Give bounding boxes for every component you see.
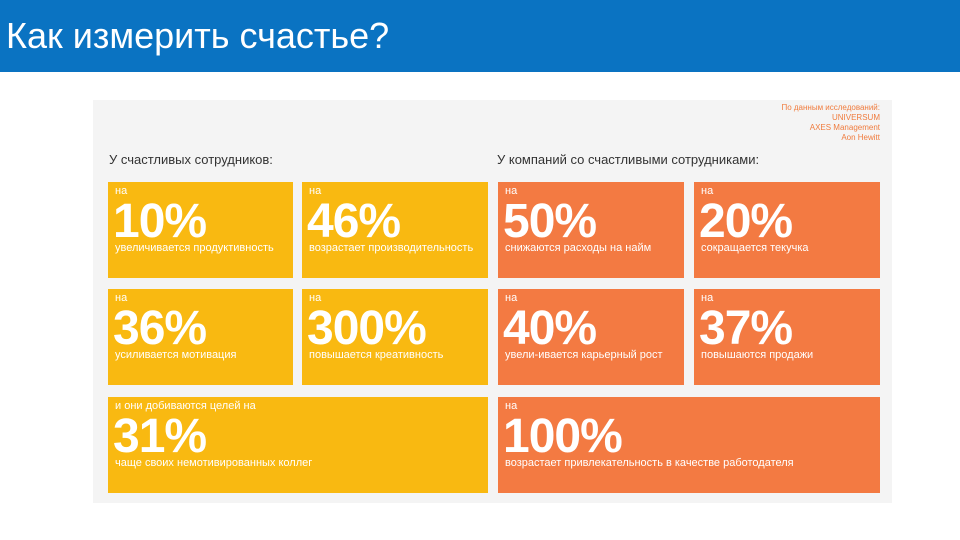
tile-description: увели-ивается карьерный рост bbox=[505, 349, 663, 361]
tile-percent: 20% bbox=[699, 195, 793, 248]
tile-prefix: на bbox=[505, 185, 518, 197]
stat-tile-hiring-costs: на 50% снижаются расходы на найм bbox=[498, 182, 684, 278]
tile-percent: 100% bbox=[503, 410, 623, 463]
tile-description: сокращается текучка bbox=[701, 242, 809, 254]
stat-tile-performance: на 46% возрастает производительность bbox=[302, 182, 488, 278]
tile-description: повышаются продажи bbox=[701, 349, 814, 361]
tile-percent: 10% bbox=[113, 195, 207, 248]
left-section-heading: У счастливых сотрудников: bbox=[109, 152, 273, 167]
tile-prefix: на bbox=[309, 185, 322, 197]
tile-percent: 40% bbox=[503, 302, 597, 355]
tile-percent: 50% bbox=[503, 195, 597, 248]
source-line: Aon Hewitt bbox=[841, 133, 880, 142]
stat-tile-sales: на 37% повышаются продажи bbox=[694, 289, 880, 385]
tile-percent: 46% bbox=[307, 195, 401, 248]
tile-prefix: на bbox=[701, 185, 714, 197]
tile-description: усиливается мотивация bbox=[115, 349, 237, 361]
right-section-heading: У компаний со счастливыми сотрудниками: bbox=[497, 152, 760, 167]
tile-prefix: на bbox=[505, 400, 518, 412]
tile-percent: 37% bbox=[699, 302, 793, 355]
tile-description: возрастает привлекательность в качестве … bbox=[505, 457, 794, 469]
source-note: По данным исследований: UNIVERSUM AXES M… bbox=[781, 103, 880, 143]
stat-tile-creativity: на 300% повышается креативность bbox=[302, 289, 488, 385]
tile-percent: 36% bbox=[113, 302, 207, 355]
tile-prefix: на bbox=[309, 292, 322, 304]
source-label: По данным исследований: bbox=[781, 103, 880, 112]
tile-percent: 300% bbox=[307, 302, 427, 355]
source-line: UNIVERSUM bbox=[831, 113, 880, 122]
slide-title: Как измерить счастье? bbox=[6, 15, 390, 56]
stat-tile-goals: и они добиваются целей на 31% чаще своих… bbox=[108, 397, 488, 493]
tile-prefix: на bbox=[701, 292, 714, 304]
tile-prefix: и они добиваются целей на bbox=[115, 400, 256, 412]
tile-percent: 31% bbox=[113, 410, 207, 463]
stat-tile-productivity: на 10% увеличивается продуктивность bbox=[108, 182, 293, 278]
tile-prefix: на bbox=[115, 292, 128, 304]
infographic: По данным исследований: UNIVERSUM AXES M… bbox=[93, 100, 892, 503]
title-bar: Как измерить счастье? bbox=[0, 0, 960, 72]
tile-description: снижаются расходы на найм bbox=[505, 242, 652, 254]
stat-tile-motivation: на 36% усиливается мотивация bbox=[108, 289, 293, 385]
stat-tile-turnover: на 20% сокращается текучка bbox=[694, 182, 880, 278]
tile-prefix: на bbox=[505, 292, 518, 304]
source-line: AXES Management bbox=[809, 123, 880, 132]
stat-tile-employer-attractiveness: на 100% возрастает привлекательность в к… bbox=[498, 397, 880, 493]
tile-description: повышается креативность bbox=[309, 349, 444, 361]
stat-tile-career-growth: на 40% увели-ивается карьерный рост bbox=[498, 289, 684, 385]
tile-description: возрастает производительность bbox=[309, 242, 474, 254]
tile-description: чаще своих немотивированных коллег bbox=[115, 457, 313, 469]
tile-prefix: на bbox=[115, 185, 128, 197]
tile-description: увеличивается продуктивность bbox=[115, 242, 274, 254]
